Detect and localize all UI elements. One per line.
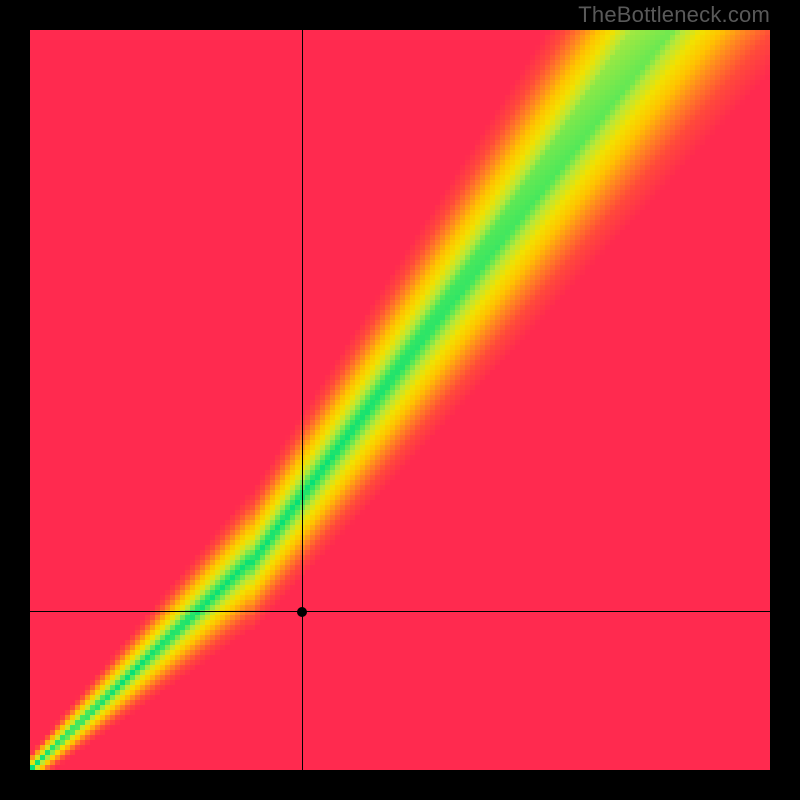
heatmap-canvas xyxy=(30,30,770,770)
plot-area xyxy=(30,30,770,770)
crosshair-vertical xyxy=(302,30,303,770)
chart-container: TheBottleneck.com xyxy=(0,0,800,800)
watermark-text: TheBottleneck.com xyxy=(578,2,770,28)
marker-dot xyxy=(297,607,307,617)
crosshair-horizontal xyxy=(30,611,770,612)
